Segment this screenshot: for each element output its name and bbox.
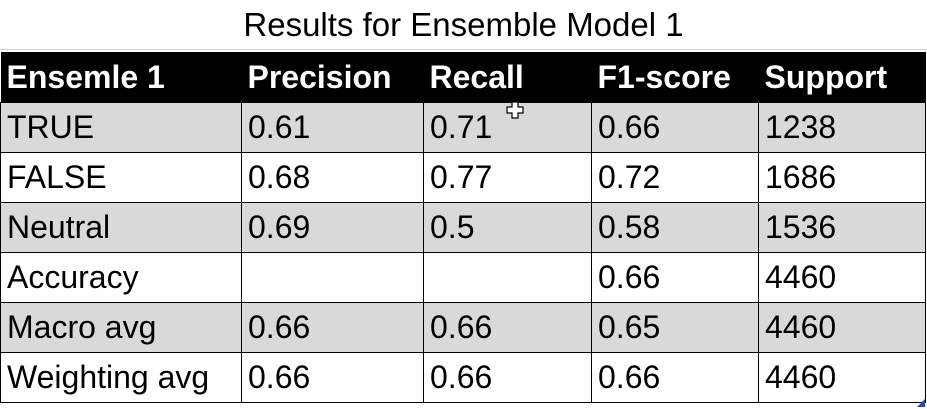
support-cell[interactable]: 4460 [758, 302, 926, 353]
row-label-cell[interactable]: Neutral [0, 202, 242, 253]
support-cell[interactable]: 1686 [758, 152, 926, 203]
table-row: Accuracy 0.66 4460 [0, 252, 926, 303]
row-label-cell[interactable]: TRUE [0, 102, 242, 153]
header-cell-f1-score[interactable]: F1-score [591, 52, 759, 103]
table-row: Weighting avg 0.66 0.66 0.66 4460 [0, 352, 926, 403]
header-cell-support[interactable]: Support [758, 52, 926, 103]
f1-cell[interactable]: 0.65 [591, 302, 759, 353]
recall-cell[interactable]: 0.66 [423, 352, 592, 403]
table-row: Neutral 0.69 0.5 0.58 1536 [0, 202, 926, 253]
f1-cell[interactable]: 0.58 [591, 202, 759, 253]
table-row: TRUE 0.61 0.71 0.66 1238 [0, 102, 926, 153]
row-label-cell[interactable]: FALSE [0, 152, 242, 203]
support-cell[interactable]: 4460 [758, 252, 926, 303]
f1-cell[interactable]: 0.66 [591, 102, 759, 153]
table-row: FALSE 0.68 0.77 0.72 1686 [0, 152, 926, 203]
recall-cell[interactable]: 0.66 [423, 302, 592, 353]
recall-cell[interactable]: 0.5 [423, 202, 592, 253]
table-row: Macro avg 0.66 0.66 0.65 4460 [0, 302, 926, 353]
header-cell-model[interactable]: Ensemle 1 [0, 52, 242, 103]
precision-cell[interactable]: 0.61 [241, 102, 424, 153]
f1-cell[interactable]: 0.66 [591, 352, 759, 403]
f1-cell[interactable]: 0.66 [591, 252, 759, 303]
recall-cell[interactable] [423, 252, 592, 303]
row-label-cell[interactable]: Weighting avg [0, 352, 242, 403]
resize-handle-icon[interactable] [917, 399, 925, 407]
header-row: Ensemle 1 Precision Recall F1-score Supp… [0, 52, 926, 103]
f1-cell[interactable]: 0.72 [591, 152, 759, 203]
support-cell[interactable]: 4460 [758, 352, 926, 403]
precision-cell[interactable]: 0.69 [241, 202, 424, 253]
precision-cell[interactable]: 0.68 [241, 152, 424, 203]
cell-select-cross-cursor-icon [506, 101, 524, 119]
header-cell-recall[interactable]: Recall [423, 52, 592, 103]
table-title[interactable]: Results for Ensemble Model 1 [0, 0, 927, 50]
row-label-cell[interactable]: Macro avg [0, 302, 242, 353]
header-cell-precision[interactable]: Precision [241, 52, 424, 103]
support-cell[interactable]: 1238 [758, 102, 926, 153]
results-table: Ensemle 1 Precision Recall F1-score Supp… [0, 52, 926, 403]
precision-cell[interactable] [241, 252, 424, 303]
precision-cell[interactable]: 0.66 [241, 352, 424, 403]
row-label-cell[interactable]: Accuracy [0, 252, 242, 303]
precision-cell[interactable]: 0.66 [241, 302, 424, 353]
support-cell[interactable]: 1536 [758, 202, 926, 253]
recall-cell[interactable]: 0.77 [423, 152, 592, 203]
